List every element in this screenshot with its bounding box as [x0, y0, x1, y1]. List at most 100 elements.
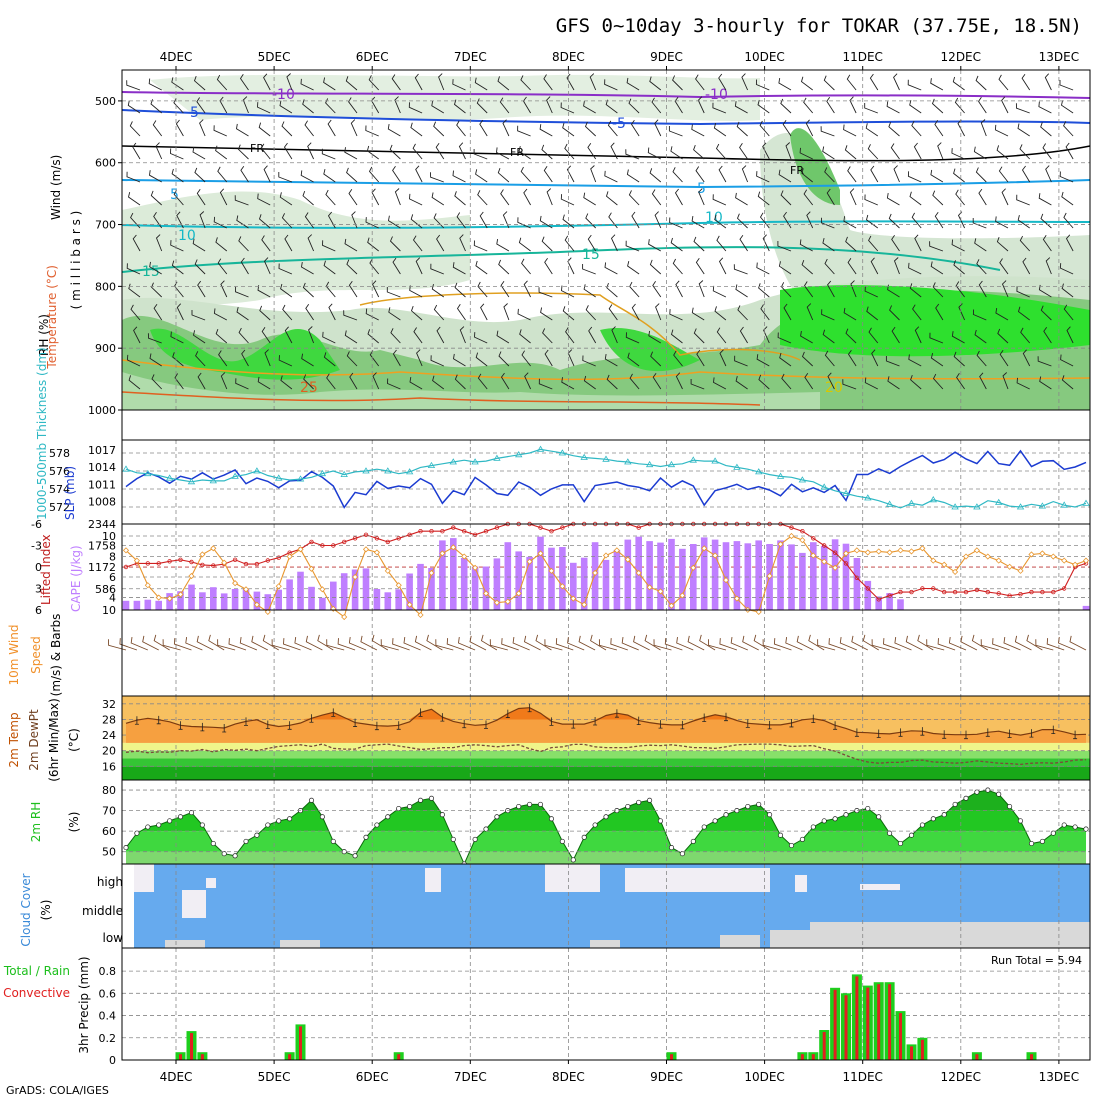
minmax-marker	[462, 719, 467, 729]
wind-barb	[763, 326, 770, 344]
cape-bar	[864, 580, 872, 610]
wind-barb	[496, 330, 510, 344]
wind-barb	[785, 637, 803, 651]
wind-barb	[322, 240, 336, 252]
wind-barb	[322, 331, 336, 344]
axis-tick-label: 1172	[88, 561, 116, 574]
thickness-marker	[667, 460, 676, 468]
wind-speed-point	[1028, 551, 1035, 558]
wind-barb	[664, 638, 683, 651]
rh-point	[123, 845, 129, 851]
wind-barb	[394, 188, 401, 206]
wind-barb	[216, 74, 228, 91]
wind-barb	[1001, 188, 1009, 206]
temp-band	[122, 742, 1090, 751]
minmax-marker	[549, 717, 554, 726]
wind-barb	[286, 73, 293, 91]
axis-tick-label: 10	[102, 530, 116, 543]
minmax-marker	[396, 721, 401, 730]
wind-barb	[344, 330, 358, 344]
wind-barb	[978, 188, 987, 206]
wind-barb	[870, 165, 879, 183]
wind-speed-point	[297, 546, 304, 553]
wind-barb	[695, 258, 705, 275]
ylabel-cloud-units: (%)	[39, 900, 53, 921]
wind-barb	[523, 188, 531, 206]
thickness-marker	[515, 451, 523, 458]
wind-barb	[917, 634, 934, 651]
wind-barb	[691, 124, 705, 137]
wind-barb	[171, 260, 184, 275]
wind-barb	[431, 283, 445, 298]
wind-barb	[323, 352, 336, 367]
wind-barb	[142, 635, 159, 651]
wind-barb	[365, 125, 379, 137]
ylabel-rh-units: (%)	[67, 812, 81, 833]
lifted-index-point	[374, 536, 380, 541]
wind-barb	[282, 304, 293, 321]
wind-barb	[652, 372, 662, 390]
wind-barb	[409, 285, 423, 298]
wind-barb	[1001, 96, 1009, 114]
cape-bar	[515, 551, 522, 610]
wind-speed-point	[253, 601, 260, 608]
wind-barb	[974, 238, 987, 252]
date-label-bottom: 10DEC	[744, 1070, 784, 1084]
wind-barb	[323, 77, 336, 91]
minmax-marker	[353, 718, 358, 727]
wind-barb	[413, 327, 423, 344]
convective-bar	[888, 984, 892, 1060]
wind-speed-point	[897, 547, 904, 554]
minmax-marker	[287, 721, 292, 730]
rh-point	[625, 803, 631, 810]
wind-speed-point	[210, 545, 217, 552]
wind-barb	[307, 142, 315, 160]
wind-barb	[778, 261, 792, 275]
wind-barb	[541, 144, 553, 160]
wind-barb	[430, 355, 444, 367]
wind-barb	[914, 326, 922, 344]
rh-point	[887, 830, 893, 836]
cloud-grid	[175, 864, 1060, 948]
rh-point	[352, 853, 358, 859]
wind-barb	[718, 73, 727, 91]
wind-barb	[976, 259, 987, 275]
ylabel-cloud-cover: Cloud Cover	[19, 873, 33, 946]
wind-barb	[130, 304, 141, 321]
wind-barb	[523, 635, 541, 651]
cape-bar	[722, 542, 730, 610]
wind-barb	[215, 237, 228, 252]
lifted-index-point	[931, 586, 936, 591]
wind-barb	[388, 215, 401, 229]
cape-bar	[482, 566, 490, 610]
wind-barb	[997, 328, 1009, 344]
ylabel-2m-dewpt: 2m DewPt	[27, 709, 41, 771]
axis-tick-label: 16	[102, 760, 116, 773]
lifted-index-point	[789, 525, 794, 530]
minmax-marker	[942, 730, 947, 739]
wind-speed-point	[384, 567, 391, 574]
wind-barb	[150, 190, 163, 206]
cape-bar	[799, 552, 806, 610]
convective-bar	[866, 987, 870, 1060]
wind-speed-point	[733, 595, 740, 602]
wind-barb	[194, 167, 206, 183]
wind-barb	[435, 639, 454, 651]
wind-barb	[560, 194, 575, 206]
wind-barb	[951, 148, 965, 160]
wind-barb	[868, 235, 879, 252]
wind-barb	[886, 193, 900, 206]
wind-barb	[974, 329, 987, 344]
wind-barb	[583, 192, 596, 206]
wind-speed-point	[581, 601, 588, 608]
cape-bar	[646, 541, 653, 610]
minmax-marker	[571, 720, 576, 729]
ylabel-temperature: Temperature (°C)	[45, 265, 59, 370]
wind-barb	[546, 96, 553, 114]
minmax-marker	[374, 721, 379, 731]
cloud-layer-middle: middle	[82, 904, 123, 918]
isotherm-label: FR	[250, 142, 264, 155]
wind-speed-point	[450, 544, 457, 551]
wind-barb	[280, 283, 293, 298]
wind-barb	[301, 353, 314, 367]
